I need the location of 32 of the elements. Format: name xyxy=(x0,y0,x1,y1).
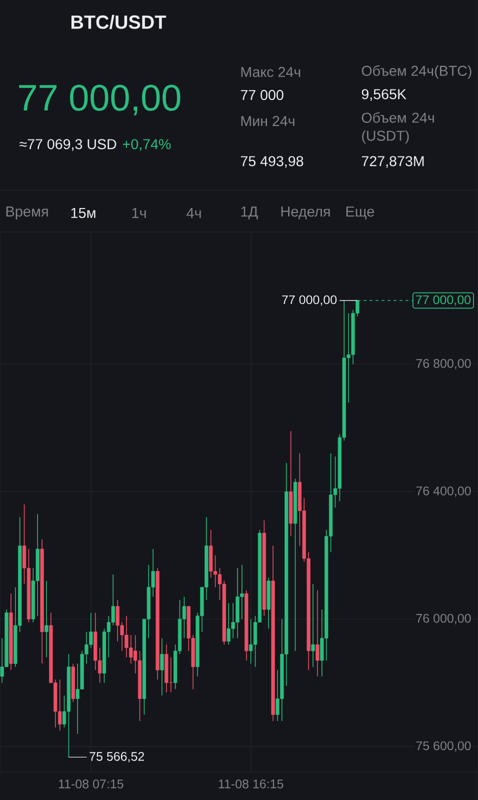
text: 4ч xyxy=(186,208,201,218)
chart-title: BTC/USDT xyxy=(71,14,166,30)
candlestick xyxy=(44,580,48,658)
ref-line-label: 77 000,00 xyxy=(416,295,471,306)
y-tick-label: 76 800,00 xyxy=(416,359,471,370)
candlestick xyxy=(316,590,320,677)
text: ≈77 069,3 USD xyxy=(20,139,116,151)
y-tick-label: 75 600,00 xyxy=(416,741,471,752)
y-tick-label: 76 400,00 xyxy=(416,486,471,497)
text: 1Д xyxy=(241,206,258,220)
text: 1ч xyxy=(132,208,146,218)
text: 77 000 xyxy=(240,90,284,100)
annotation: 75 566,52 xyxy=(90,752,144,762)
chart-subtitle: 77 000,00 xyxy=(19,84,180,116)
annotation: 77 000,00 xyxy=(282,295,337,306)
candlestick xyxy=(160,638,164,696)
text: Время xyxy=(6,206,48,220)
text: Мин 24ч xyxy=(241,116,294,126)
text: Макс 24ч xyxy=(241,66,300,78)
text: 75 493,98 xyxy=(240,156,304,168)
text: Неделя xyxy=(281,206,330,220)
candlestick xyxy=(311,584,315,668)
x-tick-label: 11-08 16:15 xyxy=(218,780,284,788)
text: 9,565K xyxy=(362,89,406,101)
y-tick-label: 76 000,00 xyxy=(416,614,471,624)
text: 15м xyxy=(71,208,96,218)
text: Еще xyxy=(346,206,374,220)
text: Объем 24ч (USDT) xyxy=(362,112,434,144)
text: +0,74% xyxy=(122,139,171,151)
text: 727,873M xyxy=(362,156,424,168)
x-tick-label: 11-08 07:15 xyxy=(58,780,124,788)
text: Объем 24ч(BTC) xyxy=(362,65,472,79)
